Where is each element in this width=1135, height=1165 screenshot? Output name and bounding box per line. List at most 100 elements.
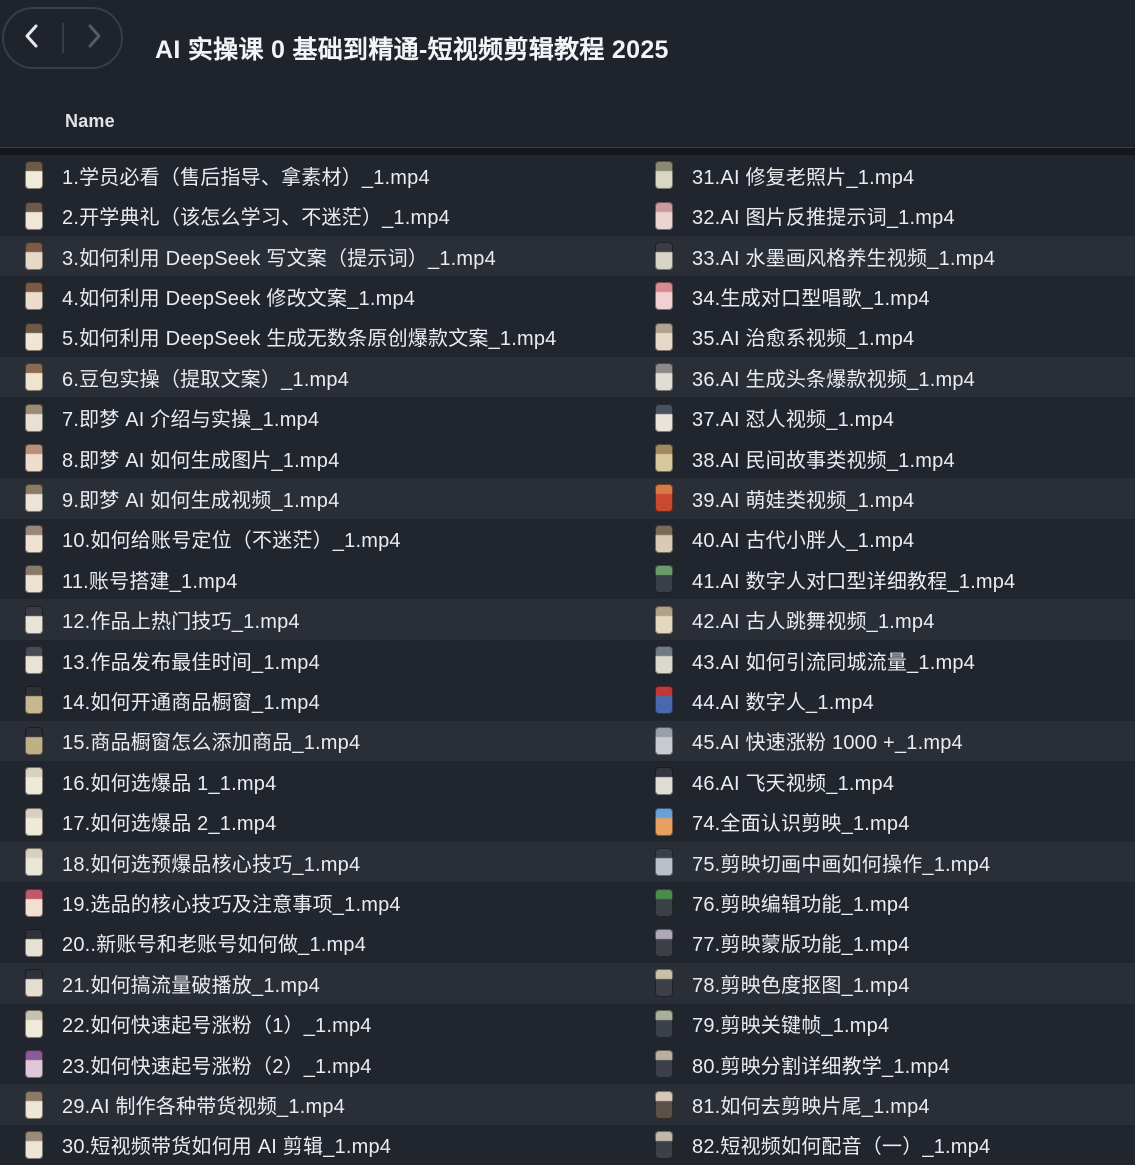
file-item[interactable]: 13.作品发布最佳时间_1.mp4 (0, 640, 645, 680)
file-name: 43.AI 如何引流同城流量_1.mp4 (692, 651, 975, 674)
file-name: 32.AI 图片反推提示词_1.mp4 (692, 207, 955, 230)
file-name: 29.AI 制作各种带货视频_1.mp4 (62, 1096, 345, 1119)
file-item[interactable]: 5.如何利用 DeepSeek 生成无数条原创爆款文案_1.mp4 (0, 317, 645, 357)
file-name: 17.如何选爆品 2_1.mp4 (62, 813, 277, 836)
video-thumbnail-icon (25, 848, 43, 877)
file-item[interactable]: 29.AI 制作各种带货视频_1.mp4 (0, 1084, 645, 1124)
file-name: 80.剪映分割详细教学_1.mp4 (692, 1055, 950, 1078)
file-name: 46.AI 飞天视频_1.mp4 (692, 772, 895, 795)
file-item[interactable]: 35.AI 治愈系视频_1.mp4 (645, 317, 1135, 357)
video-thumbnail-icon (655, 928, 673, 957)
file-list: 1.学员必看（售后指导、拿素材）_1.mp4 31.AI 修复老照片_1.mp4 2… (0, 155, 1135, 1165)
file-item[interactable]: 82.短视频如何配音（一）_1.mp4 (645, 1125, 1135, 1165)
file-name: 1.学员必看（售后指导、拿素材）_1.mp4 (62, 166, 430, 189)
video-thumbnail-icon (655, 242, 673, 271)
name-column-header[interactable]: Name (0, 95, 1135, 148)
file-item[interactable]: 17.如何选爆品 2_1.mp4 (0, 802, 645, 842)
file-item[interactable]: 79.剪映关键帧_1.mp4 (645, 1004, 1135, 1044)
file-name: 76.剪映编辑功能_1.mp4 (692, 894, 910, 917)
file-item[interactable]: 78.剪映色度抠图_1.mp4 (645, 963, 1135, 1003)
video-thumbnail-icon (25, 605, 43, 634)
video-thumbnail-icon (655, 444, 673, 473)
file-name: 15.商品橱窗怎么添加商品_1.mp4 (62, 732, 361, 755)
video-thumbnail-icon (655, 363, 673, 392)
file-item[interactable]: 76.剪映编辑功能_1.mp4 (645, 882, 1135, 922)
video-thumbnail-icon (655, 161, 673, 190)
file-item[interactable]: 75.剪映切画中画如何操作_1.mp4 (645, 842, 1135, 882)
file-name: 44.AI 数字人_1.mp4 (692, 691, 874, 714)
file-item[interactable]: 36.AI 生成头条爆款视频_1.mp4 (645, 357, 1135, 397)
file-item[interactable]: 44.AI 数字人_1.mp4 (645, 680, 1135, 720)
file-item[interactable]: 4.如何利用 DeepSeek 修改文案_1.mp4 (0, 276, 645, 316)
file-row: 23.如何快速起号涨粉（2）_1.mp4 80.剪映分割详细教学_1.mp4 (0, 1043, 1135, 1085)
file-item[interactable]: 74.全面认识剪映_1.mp4 (645, 802, 1135, 842)
file-row: 12.作品上热门技巧_1.mp4 42.AI 古人跳舞视频_1.mp4 (0, 599, 1135, 640)
file-item[interactable]: 6.豆包实操（提取文案）_1.mp4 (0, 357, 645, 397)
file-item[interactable]: 15.商品橱窗怎么添加商品_1.mp4 (0, 721, 645, 761)
file-item[interactable]: 43.AI 如何引流同城流量_1.mp4 (645, 640, 1135, 680)
file-name: 82.短视频如何配音（一）_1.mp4 (692, 1136, 991, 1159)
back-button[interactable] (4, 9, 59, 67)
file-item[interactable]: 38.AI 民间故事类视频_1.mp4 (645, 438, 1135, 478)
file-item[interactable]: 18.如何选预爆品核心技巧_1.mp4 (0, 842, 645, 882)
file-item[interactable]: 32.AI 图片反推提示词_1.mp4 (645, 195, 1135, 235)
file-item[interactable]: 37.AI 怼人视频_1.mp4 (645, 397, 1135, 437)
file-item[interactable]: 81.如何去剪映片尾_1.mp4 (645, 1084, 1135, 1124)
file-item[interactable]: 30.短视频带货如何用 AI 剪辑_1.mp4 (0, 1125, 645, 1165)
file-item[interactable]: 3.如何利用 DeepSeek 写文案（提示词）_1.mp4 (0, 236, 645, 276)
file-row: 17.如何选爆品 2_1.mp4 74.全面认识剪映_1.mp4 (0, 801, 1135, 842)
file-item[interactable]: 12.作品上热门技巧_1.mp4 (0, 599, 645, 639)
file-item[interactable]: 7.即梦 AI 介绍与实操_1.mp4 (0, 397, 645, 437)
file-row: 5.如何利用 DeepSeek 生成无数条原创爆款文案_1.mp4 35.AI 治… (0, 316, 1135, 358)
video-thumbnail-icon (25, 726, 43, 755)
file-item[interactable]: 77.剪映蒙版功能_1.mp4 (645, 923, 1135, 963)
page-title: AI 实操课 0 基础到精通-短视频剪辑教程 2025 (155, 35, 669, 64)
video-thumbnail-icon (655, 1090, 673, 1119)
video-thumbnail-icon (655, 1130, 673, 1159)
file-item[interactable]: 2.开学典礼（该怎么学习、不迷茫）_1.mp4 (0, 195, 645, 235)
file-item[interactable]: 45.AI 快速涨粉 1000 +_1.mp4 (645, 721, 1135, 761)
video-thumbnail-icon (655, 888, 673, 917)
file-item[interactable]: 42.AI 古人跳舞视频_1.mp4 (645, 599, 1135, 639)
file-item[interactable]: 19.选品的核心技巧及注意事项_1.mp4 (0, 882, 645, 922)
file-item[interactable]: 33.AI 水墨画风格养生视频_1.mp4 (645, 236, 1135, 276)
file-item[interactable]: 39.AI 萌娃类视频_1.mp4 (645, 478, 1135, 518)
file-name: 41.AI 数字人对口型详细教程_1.mp4 (692, 570, 1016, 593)
video-thumbnail-icon (25, 363, 43, 392)
file-item[interactable]: 80.剪映分割详细教学_1.mp4 (645, 1044, 1135, 1084)
file-item[interactable]: 34.生成对口型唱歌_1.mp4 (645, 276, 1135, 316)
file-item[interactable]: 46.AI 飞天视频_1.mp4 (645, 761, 1135, 801)
video-thumbnail-icon (25, 242, 43, 271)
video-thumbnail-icon (25, 161, 43, 190)
file-item[interactable]: 22.如何快速起号涨粉（1）_1.mp4 (0, 1004, 645, 1044)
file-item[interactable]: 23.如何快速起号涨粉（2）_1.mp4 (0, 1044, 645, 1084)
chevron-right-icon (84, 22, 104, 55)
file-name: 20..新账号和老账号如何做_1.mp4 (62, 934, 367, 957)
file-item[interactable]: 16.如何选爆品 1_1.mp4 (0, 761, 645, 801)
file-row: 29.AI 制作各种带货视频_1.mp4 81.如何去剪映片尾_1.mp4 (0, 1084, 1135, 1125)
file-row: 10.如何给账号定位（不迷茫）_1.mp4 40.AI 古代小胖人_1.mp4 (0, 518, 1135, 560)
file-item[interactable]: 9.即梦 AI 如何生成视频_1.mp4 (0, 478, 645, 518)
file-name: 38.AI 民间故事类视频_1.mp4 (692, 449, 955, 472)
file-item[interactable]: 31.AI 修复老照片_1.mp4 (645, 155, 1135, 195)
file-item[interactable]: 20..新账号和老账号如何做_1.mp4 (0, 923, 645, 963)
file-name: 21.如何搞流量破播放_1.mp4 (62, 974, 320, 997)
file-item[interactable]: 40.AI 古代小胖人_1.mp4 (645, 519, 1135, 559)
video-thumbnail-icon (655, 484, 673, 513)
file-name: 74.全面认识剪映_1.mp4 (692, 813, 910, 836)
file-row: 30.短视频带货如何用 AI 剪辑_1.mp4 82.短视频如何配音（一）_1.m… (0, 1124, 1135, 1165)
video-thumbnail-icon (25, 807, 43, 836)
video-thumbnail-icon (25, 282, 43, 311)
file-item[interactable]: 14.如何开通商品橱窗_1.mp4 (0, 680, 645, 720)
forward-button[interactable] (66, 9, 121, 67)
file-item[interactable]: 21.如何搞流量破播放_1.mp4 (0, 963, 645, 1003)
file-name: 81.如何去剪映片尾_1.mp4 (692, 1096, 930, 1119)
file-row: 11.账号搭建_1.mp4 41.AI 数字人对口型详细教程_1.mp4 (0, 559, 1135, 600)
file-item[interactable]: 1.学员必看（售后指导、拿素材）_1.mp4 (0, 155, 645, 195)
file-item[interactable]: 11.账号搭建_1.mp4 (0, 559, 645, 599)
file-row: 21.如何搞流量破播放_1.mp4 78.剪映色度抠图_1.mp4 (0, 963, 1135, 1004)
file-row: 13.作品发布最佳时间_1.mp4 43.AI 如何引流同城流量_1.mp4 (0, 639, 1135, 681)
file-item[interactable]: 41.AI 数字人对口型详细教程_1.mp4 (645, 559, 1135, 599)
file-item[interactable]: 10.如何给账号定位（不迷茫）_1.mp4 (0, 519, 645, 559)
file-item[interactable]: 8.即梦 AI 如何生成图片_1.mp4 (0, 438, 645, 478)
